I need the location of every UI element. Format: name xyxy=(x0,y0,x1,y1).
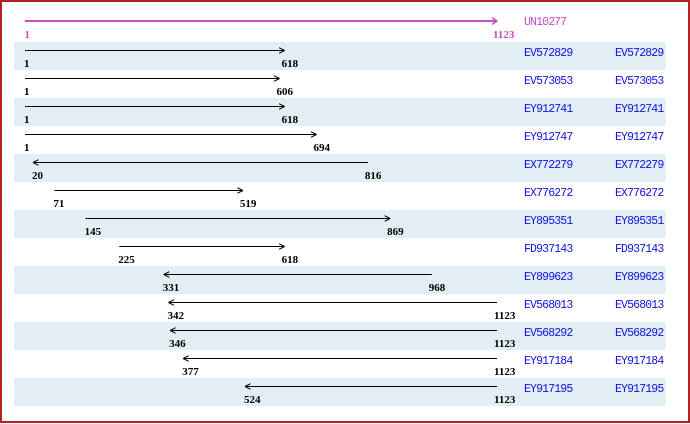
svg-text:816: 816 xyxy=(365,170,382,182)
svg-text:EY912741: EY912741 xyxy=(615,103,664,116)
svg-text:EY917195: EY917195 xyxy=(524,383,573,396)
svg-text:694: 694 xyxy=(314,142,331,154)
svg-text:EY912741: EY912741 xyxy=(524,103,573,116)
svg-text:606: 606 xyxy=(277,86,294,98)
svg-text:377: 377 xyxy=(182,366,199,378)
svg-text:EV572829: EV572829 xyxy=(524,47,573,60)
svg-text:1123: 1123 xyxy=(493,29,515,41)
svg-text:1: 1 xyxy=(24,114,30,126)
svg-text:EY917184: EY917184 xyxy=(524,355,573,368)
svg-text:1123: 1123 xyxy=(494,394,516,406)
svg-text:UN10277: UN10277 xyxy=(524,16,566,29)
svg-text:225: 225 xyxy=(118,254,135,266)
svg-text:EV568013: EV568013 xyxy=(615,299,664,312)
svg-text:EY917184: EY917184 xyxy=(615,355,664,368)
svg-text:1: 1 xyxy=(24,86,30,98)
svg-text:EY912747: EY912747 xyxy=(615,131,663,144)
svg-text:EY917195: EY917195 xyxy=(615,383,664,396)
svg-text:342: 342 xyxy=(168,310,185,322)
svg-text:EY912747: EY912747 xyxy=(524,131,572,144)
svg-text:EX776272: EX776272 xyxy=(615,187,664,200)
svg-text:EV572829: EV572829 xyxy=(615,47,664,60)
svg-text:71: 71 xyxy=(53,198,64,210)
svg-text:346: 346 xyxy=(169,338,186,350)
svg-text:618: 618 xyxy=(282,254,299,266)
svg-text:20: 20 xyxy=(32,170,44,182)
svg-text:EY899623: EY899623 xyxy=(615,271,664,284)
svg-text:EX776272: EX776272 xyxy=(524,187,573,200)
svg-text:618: 618 xyxy=(282,58,299,70)
svg-text:1123: 1123 xyxy=(494,310,516,322)
svg-text:EY895351: EY895351 xyxy=(615,215,664,228)
svg-text:618: 618 xyxy=(282,114,299,126)
svg-text:968: 968 xyxy=(429,282,446,294)
svg-text:FD937143: FD937143 xyxy=(615,243,664,256)
svg-text:EV573053: EV573053 xyxy=(524,75,573,88)
svg-text:EV573053: EV573053 xyxy=(615,75,664,88)
svg-text:331: 331 xyxy=(163,282,180,294)
svg-text:145: 145 xyxy=(85,226,102,238)
svg-text:1: 1 xyxy=(25,29,31,41)
svg-text:EV568292: EV568292 xyxy=(524,327,573,340)
svg-text:FD937143: FD937143 xyxy=(524,243,573,256)
svg-text:EX772279: EX772279 xyxy=(524,159,573,172)
svg-text:EX772279: EX772279 xyxy=(615,159,664,172)
svg-text:1123: 1123 xyxy=(494,338,516,350)
svg-text:524: 524 xyxy=(244,394,261,406)
svg-text:EY895351: EY895351 xyxy=(524,215,573,228)
svg-text:EV568292: EV568292 xyxy=(615,327,664,340)
svg-text:519: 519 xyxy=(240,198,257,210)
svg-text:869: 869 xyxy=(387,226,404,238)
svg-text:EY899623: EY899623 xyxy=(524,271,573,284)
svg-text:1: 1 xyxy=(24,142,30,154)
svg-text:1: 1 xyxy=(24,58,30,70)
svg-text:1123: 1123 xyxy=(494,366,516,378)
svg-text:EV568013: EV568013 xyxy=(524,299,573,312)
